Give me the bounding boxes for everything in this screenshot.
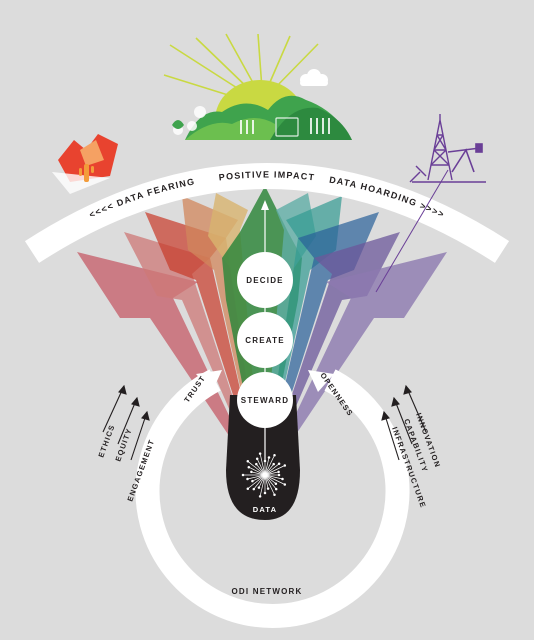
stage-create: CREATE: [237, 312, 293, 368]
arrow-right-4: [262, 196, 342, 485]
burst-ray: [253, 474, 266, 490]
pump-jack-icon: [412, 143, 486, 183]
cloud-icon: [300, 69, 328, 86]
burst-ray: [259, 453, 266, 476]
create-label: CREATE: [245, 336, 285, 345]
burst-dot: [273, 493, 276, 497]
burst-dot: [266, 487, 270, 490]
burst-dot: [274, 487, 278, 491]
factor-ethics: ETHICS: [96, 423, 116, 459]
burst-ray: [264, 455, 275, 476]
arrow-right-1: [262, 252, 447, 485]
burst-dot: [267, 456, 271, 459]
hills-icon: [172, 95, 352, 140]
burst-ray: [259, 474, 266, 497]
spine-arrowhead: [261, 200, 269, 210]
burst-dot: [277, 462, 281, 466]
positive-impact-label: POSITIVE IMPACT: [218, 169, 314, 182]
burst-dot: [250, 470, 253, 474]
burst-dot: [273, 453, 276, 457]
burst-dot: [277, 470, 280, 474]
burst-ray: [247, 474, 266, 480]
burst-dot: [252, 487, 256, 491]
cactus-icon: [79, 164, 94, 182]
data-label: DATA: [253, 505, 278, 514]
stage-steward: STEWARD: [237, 372, 293, 428]
burst-dot: [247, 465, 251, 469]
burst-dot: [257, 486, 261, 489]
core-tail: [226, 395, 300, 520]
factor-equity: EQUITY: [113, 427, 133, 463]
svg-text:POSITIVE IMPACT: POSITIVE IMPACT: [218, 169, 315, 182]
burst-ray: [264, 474, 285, 485]
burst-ray: [247, 474, 266, 489]
burst-dot: [283, 464, 287, 467]
burst-ray: [264, 474, 277, 490]
burst-dot: [241, 473, 245, 477]
burst-ray: [264, 474, 275, 495]
steward-label: STEWARD: [241, 396, 289, 405]
arrow-right-3: [262, 212, 379, 485]
arrow-left-1: [77, 252, 262, 485]
desert-icon: [52, 134, 118, 194]
decide-label: DECIDE: [246, 276, 283, 285]
arrow-left-2: [124, 232, 262, 485]
arrow-left-3: [145, 212, 262, 485]
burst-dot: [246, 487, 250, 490]
burst-ray: [264, 474, 283, 480]
pipeline-line: [375, 169, 449, 293]
positive-impact-arc: [24, 163, 510, 263]
oil-rig-icon: [409, 114, 453, 183]
burst-ray: [248, 466, 266, 476]
openness-arrowhead: [308, 370, 334, 392]
odi-network-label: ODI NETWORK: [232, 587, 303, 596]
burst-dot: [277, 473, 281, 477]
burst-dot: [251, 479, 254, 483]
burst-center: [262, 472, 268, 478]
burst-ray: [264, 463, 280, 476]
burst-dot: [263, 459, 267, 463]
data-burst-icon: [241, 452, 287, 498]
burst-dot: [258, 495, 262, 498]
burst-dot: [272, 462, 275, 466]
burst-dot: [246, 460, 250, 463]
burst-dot: [255, 457, 259, 461]
stage-decide: DECIDE: [237, 252, 293, 308]
burst-dot: [281, 477, 284, 481]
burst-ray: [264, 457, 270, 476]
odi-network-loop: [135, 369, 410, 628]
trust-arrowhead: [196, 370, 222, 392]
burst-ray: [256, 458, 266, 476]
burst-dot: [255, 462, 258, 466]
burst-dot: [263, 491, 267, 495]
burst-dot: [283, 483, 287, 486]
burst-dot: [258, 452, 262, 455]
burst-ray: [247, 461, 266, 476]
burst-dot: [274, 482, 278, 485]
burst-ray: [264, 465, 285, 476]
burst-dot: [246, 477, 249, 481]
